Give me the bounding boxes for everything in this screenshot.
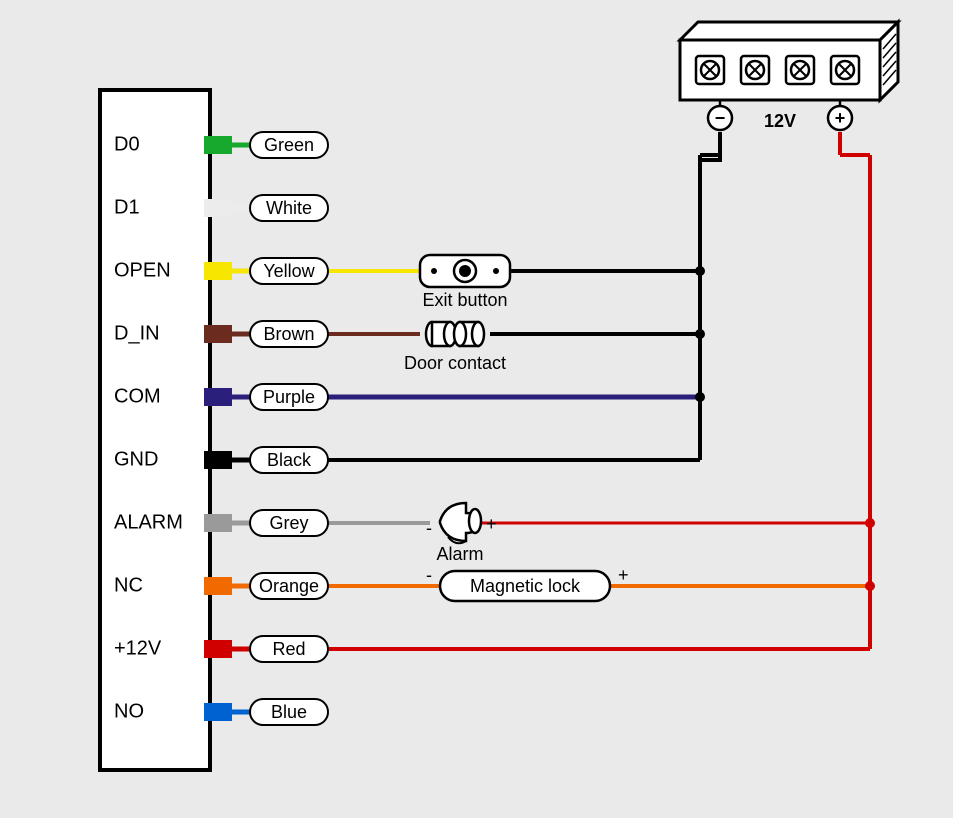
exit-button-label: Exit button [422, 290, 507, 310]
color-label: Green [264, 135, 314, 155]
pin-tab [204, 577, 232, 595]
svg-text:-: - [426, 518, 432, 538]
pin-label: ALARM [114, 511, 183, 533]
color-label: Purple [263, 387, 315, 407]
pin-label: GND [114, 448, 158, 470]
pin-label: D_IN [114, 322, 160, 344]
pin-label: NO [114, 700, 144, 722]
exit-button: Exit button [420, 255, 510, 310]
pin-tab [204, 262, 232, 280]
svg-text:−: − [715, 108, 726, 128]
color-label: Brown [263, 324, 314, 344]
pin-label: D0 [114, 133, 140, 155]
svg-text:+: + [486, 514, 497, 534]
svg-text:+: + [618, 565, 629, 585]
svg-text:+: + [835, 108, 846, 128]
pin-tab [204, 388, 232, 406]
color-label: Orange [259, 576, 319, 596]
pin-tab [204, 514, 232, 532]
door-contact-label: Door contact [404, 353, 506, 373]
color-label: White [266, 198, 312, 218]
pin-label: NC [114, 574, 143, 596]
color-label: Grey [269, 513, 308, 533]
color-label: Yellow [263, 261, 315, 281]
pin-label: OPEN [114, 259, 171, 281]
magnetic-lock-label: Magnetic lock [470, 576, 581, 596]
color-label: Black [267, 450, 312, 470]
terminal-block [100, 90, 210, 770]
pin-label: COM [114, 385, 161, 407]
svg-text:-: - [426, 565, 432, 585]
color-label: Red [272, 639, 305, 659]
pin-tab [204, 199, 232, 217]
color-label: Blue [271, 702, 307, 722]
psu-label: 12V [764, 111, 796, 131]
pin-tab [204, 451, 232, 469]
pin-tab [204, 325, 232, 343]
magnetic-lock: Magnetic lock - + [426, 565, 629, 601]
pin-tab [204, 703, 232, 721]
alarm-label: Alarm [436, 544, 483, 564]
pin-tab [204, 136, 232, 154]
pin-tab [204, 640, 232, 658]
pin-label: D1 [114, 196, 140, 218]
pin-label: +12V [114, 637, 162, 659]
